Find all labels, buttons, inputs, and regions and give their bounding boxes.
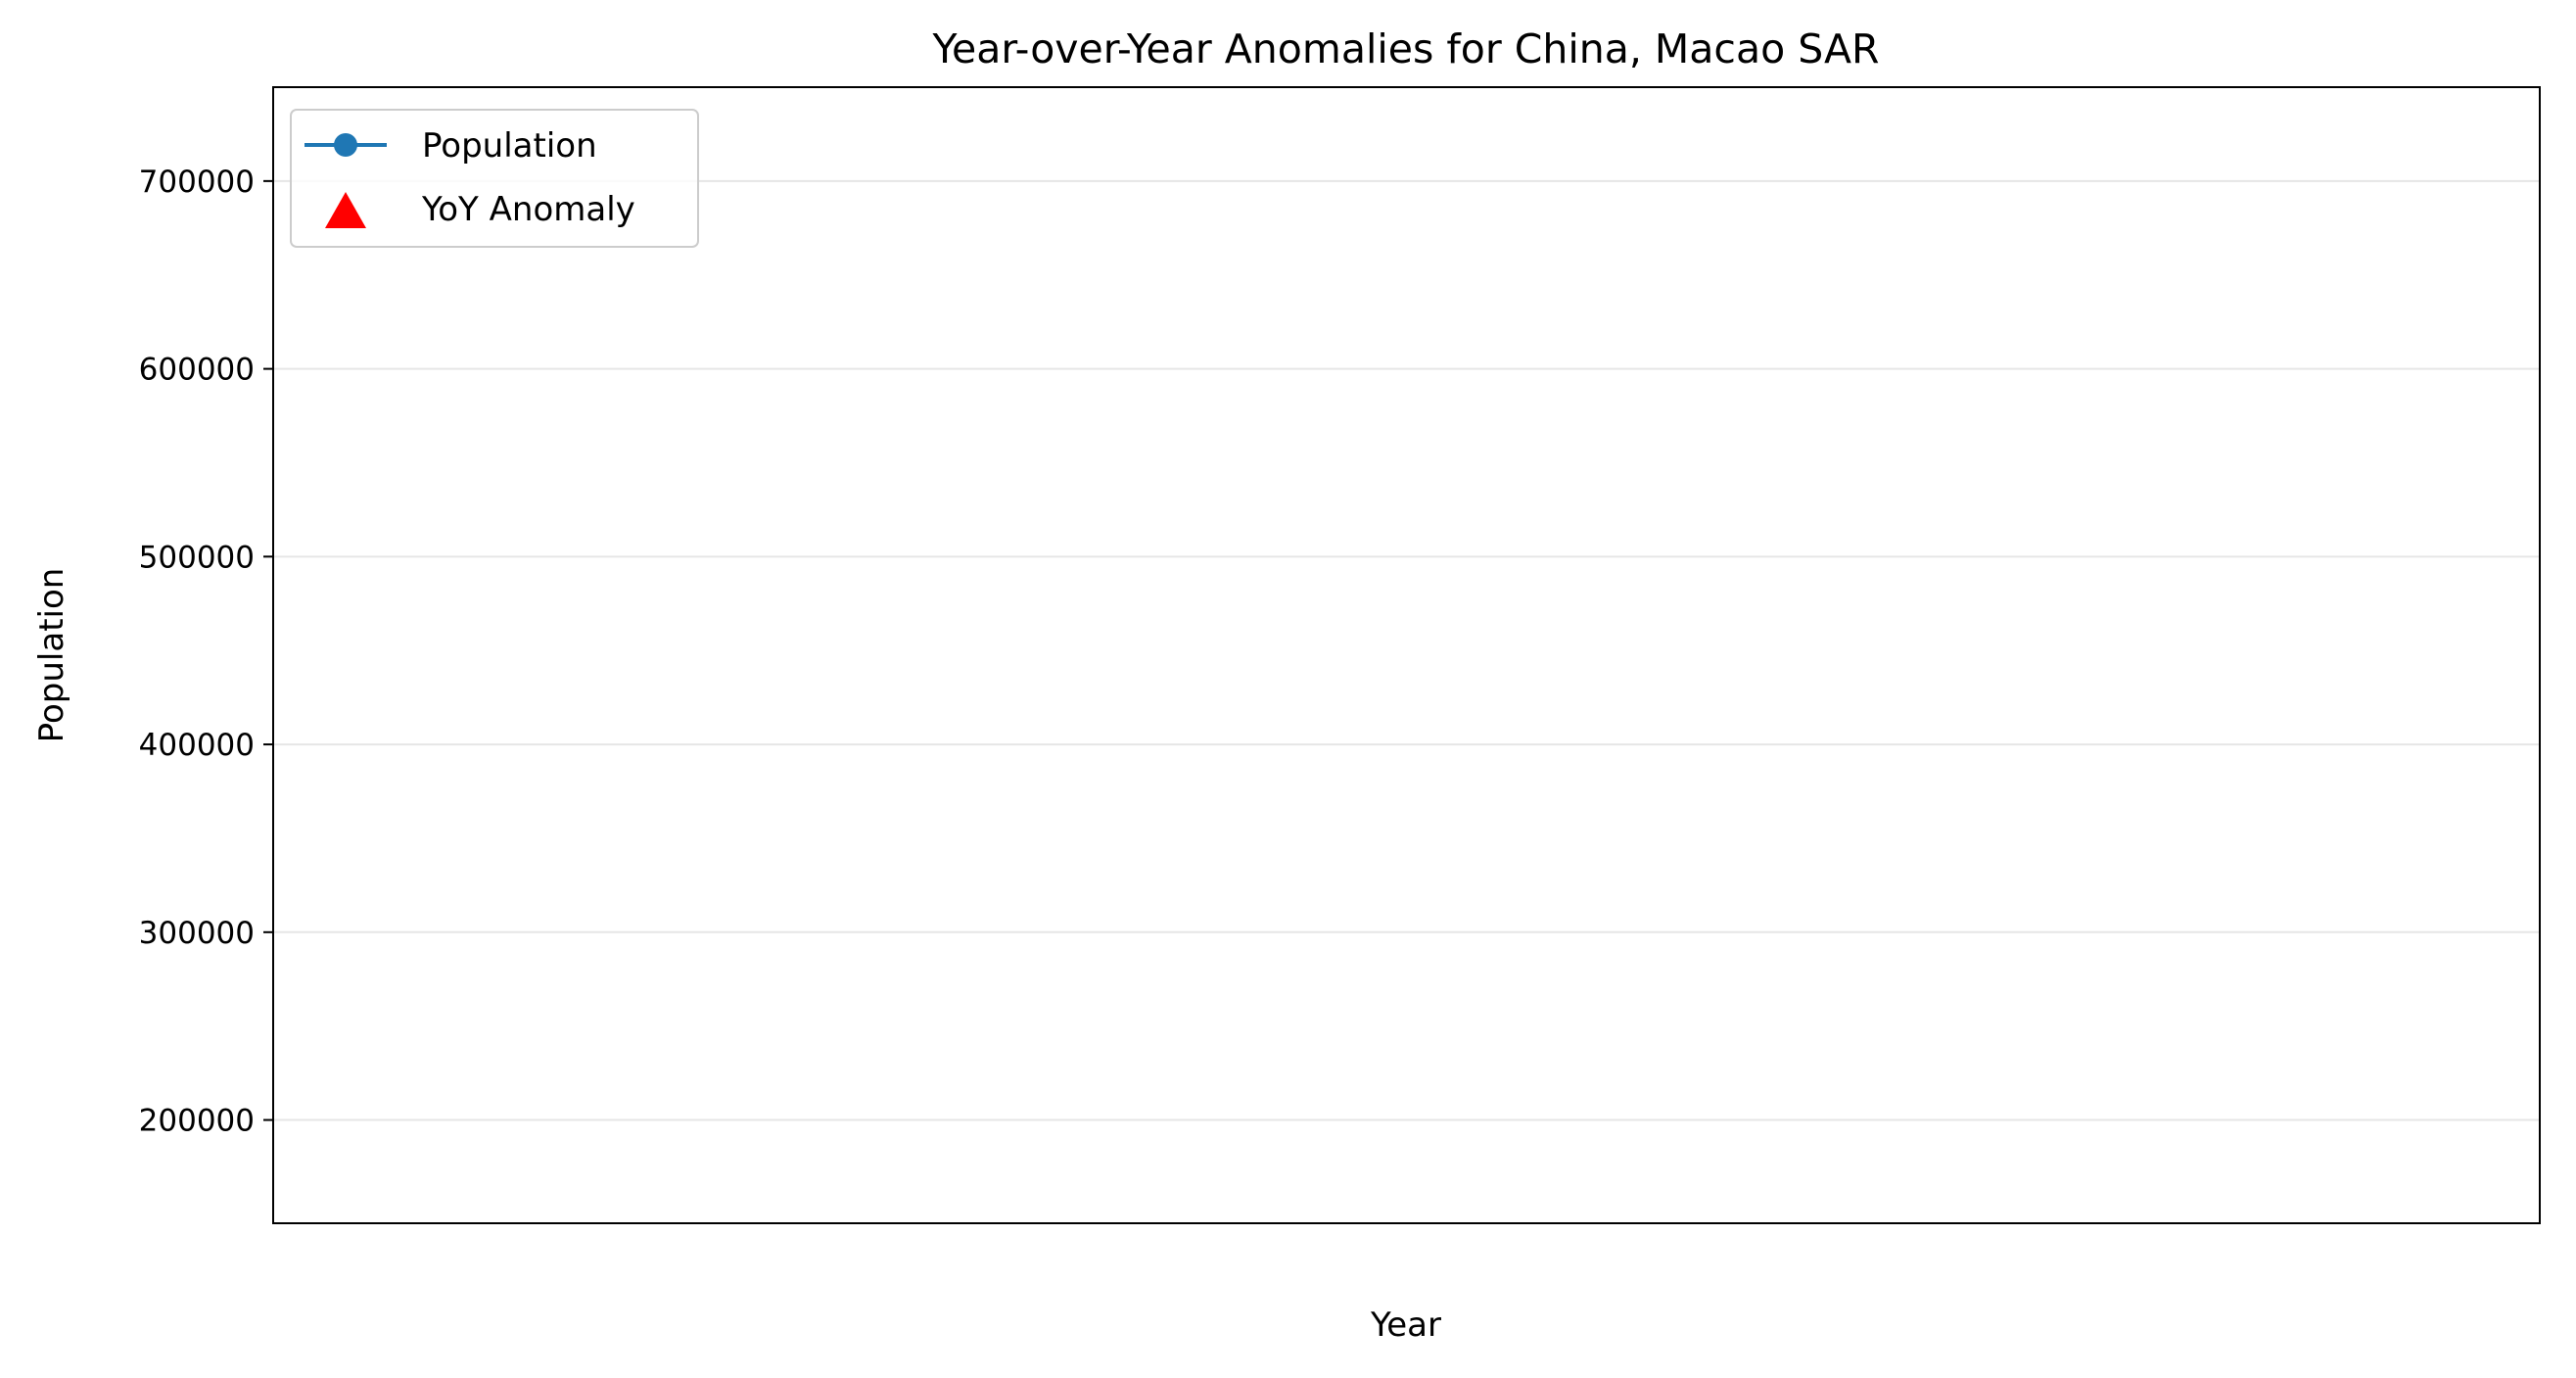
chart-title: Year-over-Year Anomalies for China, Maca… (931, 25, 1879, 72)
y-tick-label: 500000 (139, 540, 255, 575)
legend: Population YoY Anomaly (291, 110, 698, 247)
y-tick-label: 700000 (139, 165, 255, 200)
x-axis-label: Year (1370, 1306, 1441, 1345)
legend-anomaly-label: YoY Anomaly (421, 190, 635, 229)
legend-population-label: Population (422, 126, 597, 166)
legend-population-marker (334, 133, 357, 157)
y-axis-label: Population (32, 568, 71, 743)
y-tick-label: 200000 (139, 1104, 255, 1139)
y-tick-label: 600000 (139, 353, 255, 388)
y-tick-label: 400000 (139, 728, 255, 763)
y-tick-label: 300000 (139, 916, 255, 951)
